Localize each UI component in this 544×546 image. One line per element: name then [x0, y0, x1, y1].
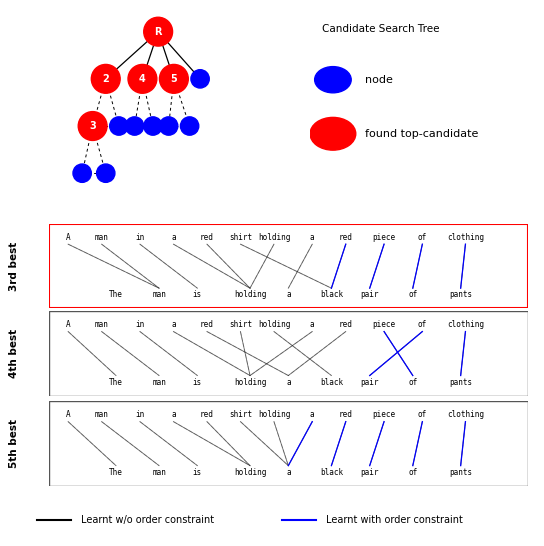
Text: is: is — [193, 378, 202, 387]
Text: holding: holding — [258, 321, 290, 329]
Text: 2: 2 — [102, 74, 109, 84]
Text: a: a — [310, 233, 314, 242]
Text: holding: holding — [234, 468, 266, 477]
Text: red: red — [200, 233, 214, 242]
Text: of: of — [418, 411, 427, 419]
Text: A: A — [66, 233, 70, 242]
Text: red: red — [200, 411, 214, 419]
Text: a: a — [286, 290, 290, 299]
Text: a: a — [310, 411, 314, 419]
Circle shape — [159, 117, 178, 135]
Text: piece: piece — [373, 233, 395, 242]
Circle shape — [73, 164, 91, 182]
Circle shape — [128, 64, 157, 93]
Text: clothing: clothing — [447, 321, 484, 329]
Text: of: of — [418, 321, 427, 329]
Text: of: of — [408, 378, 417, 387]
Text: shirt: shirt — [229, 411, 252, 419]
Text: in: in — [135, 411, 145, 419]
Text: node: node — [365, 75, 393, 85]
Text: red: red — [339, 411, 353, 419]
Circle shape — [310, 117, 356, 150]
Text: clothing: clothing — [447, 233, 484, 242]
Text: pants: pants — [449, 468, 472, 477]
Text: of: of — [418, 233, 427, 242]
Text: pants: pants — [449, 378, 472, 387]
Circle shape — [144, 117, 162, 135]
Text: found top-candidate: found top-candidate — [365, 129, 478, 139]
Text: 5: 5 — [170, 74, 177, 84]
Text: 4: 4 — [139, 74, 146, 84]
Text: shirt: shirt — [229, 321, 252, 329]
Text: a: a — [171, 411, 176, 419]
Text: 3rd best: 3rd best — [9, 241, 18, 291]
Text: A: A — [66, 411, 70, 419]
Text: of: of — [408, 468, 417, 477]
Text: piece: piece — [373, 411, 395, 419]
Text: a: a — [286, 378, 290, 387]
Circle shape — [191, 70, 209, 88]
Text: red: red — [339, 233, 353, 242]
Text: Learnt w/o order constraint: Learnt w/o order constraint — [81, 514, 214, 525]
Circle shape — [91, 64, 120, 93]
Text: a: a — [286, 468, 290, 477]
Text: man: man — [95, 411, 109, 419]
Text: black: black — [320, 290, 343, 299]
Circle shape — [159, 64, 188, 93]
Text: of: of — [408, 290, 417, 299]
Text: in: in — [135, 321, 145, 329]
Circle shape — [181, 117, 199, 135]
Circle shape — [126, 117, 144, 135]
Text: man: man — [152, 378, 166, 387]
Text: The: The — [109, 378, 123, 387]
Circle shape — [314, 67, 351, 93]
Text: pants: pants — [449, 290, 472, 299]
Text: man: man — [95, 233, 109, 242]
Text: A: A — [66, 321, 70, 329]
Text: red: red — [339, 321, 353, 329]
Text: a: a — [310, 321, 314, 329]
Text: clothing: clothing — [447, 411, 484, 419]
Text: holding: holding — [258, 411, 290, 419]
Text: piece: piece — [373, 321, 395, 329]
Text: holding: holding — [234, 378, 266, 387]
Text: holding: holding — [258, 233, 290, 242]
Text: a: a — [171, 233, 176, 242]
Text: man: man — [95, 321, 109, 329]
Circle shape — [110, 117, 128, 135]
Circle shape — [78, 111, 107, 140]
Text: Learnt with order constraint: Learnt with order constraint — [326, 514, 463, 525]
Text: holding: holding — [234, 290, 266, 299]
Text: is: is — [193, 290, 202, 299]
Text: red: red — [200, 321, 214, 329]
Text: Candidate Search Tree: Candidate Search Tree — [322, 24, 439, 34]
Text: in: in — [135, 233, 145, 242]
Circle shape — [144, 17, 172, 46]
Text: pair: pair — [361, 378, 379, 387]
Text: black: black — [320, 378, 343, 387]
Text: is: is — [193, 468, 202, 477]
Text: 4th best: 4th best — [9, 329, 18, 378]
Text: 5th best: 5th best — [9, 419, 18, 468]
Text: The: The — [109, 468, 123, 477]
Text: man: man — [152, 468, 166, 477]
Text: shirt: shirt — [229, 233, 252, 242]
Text: The: The — [109, 290, 123, 299]
Text: black: black — [320, 468, 343, 477]
Text: pair: pair — [361, 290, 379, 299]
Circle shape — [97, 164, 115, 182]
Text: R: R — [154, 27, 162, 37]
Text: pair: pair — [361, 468, 379, 477]
Text: a: a — [171, 321, 176, 329]
Text: 3: 3 — [89, 121, 96, 131]
Text: man: man — [152, 290, 166, 299]
